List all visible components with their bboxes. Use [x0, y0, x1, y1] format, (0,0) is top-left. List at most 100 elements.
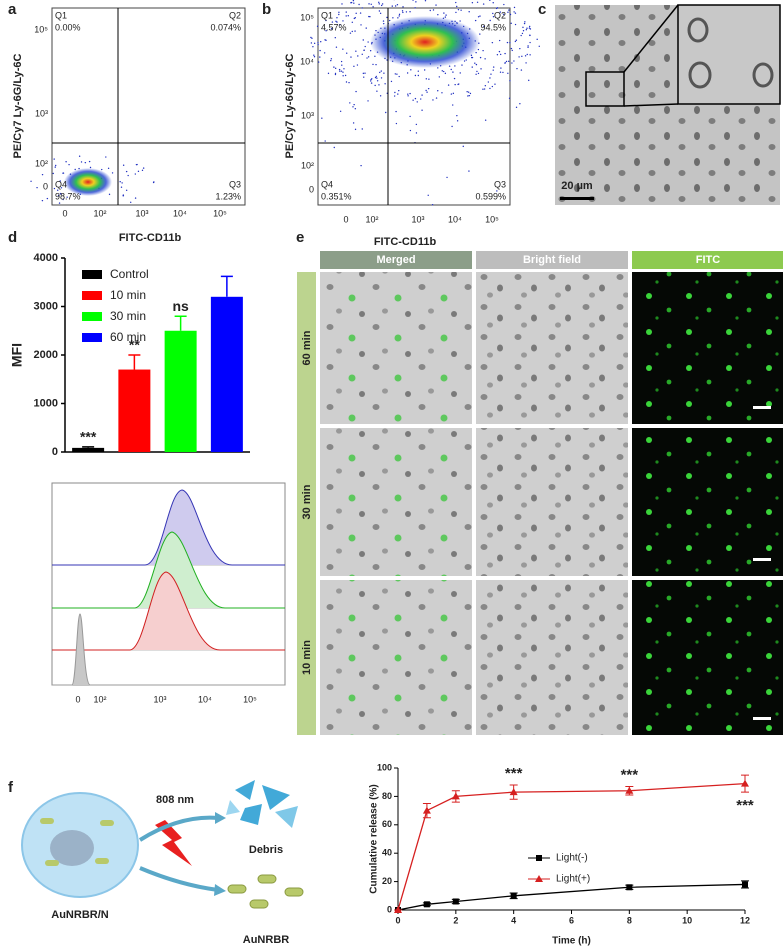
- quadrant-name: Q1: [55, 10, 67, 20]
- error-bar: [220, 275, 233, 297]
- event-dot: [459, 20, 461, 22]
- event-dot: [459, 72, 461, 74]
- event-dot: [370, 3, 372, 5]
- event-dot: [353, 65, 355, 68]
- event-dot: [511, 49, 513, 52]
- event-dot: [394, 91, 396, 94]
- event-dot: [364, 72, 366, 74]
- event-dot: [360, 24, 362, 26]
- event-dot: [416, 101, 418, 103]
- event-dot: [401, 10, 404, 12]
- event-dot: [432, 9, 435, 11]
- event-dot: [426, 91, 428, 93]
- event-dot: [355, 12, 357, 15]
- legend-label: 10 min: [110, 288, 146, 302]
- event-dot: [127, 174, 129, 177]
- event-dot: [349, 102, 351, 104]
- event-dot: [62, 198, 64, 201]
- scale-bar: [753, 406, 771, 409]
- event-dot: [415, 132, 418, 134]
- event-dot: [375, 63, 377, 66]
- event-dot: [351, 30, 353, 33]
- event-dot: [56, 189, 59, 191]
- event-dot: [514, 23, 517, 26]
- event-dot: [456, 120, 459, 122]
- event-dot: [498, 50, 501, 53]
- event-dot: [414, 97, 417, 100]
- event-dot: [435, 4, 437, 6]
- event-dot: [368, 3, 370, 5]
- x-tick-label: 10²: [365, 214, 378, 224]
- event-dot: [359, 12, 362, 14]
- event-dot: [467, 91, 470, 93]
- event-dot: [520, 34, 522, 37]
- y-tick-label: 20: [382, 876, 392, 886]
- event-dot: [468, 11, 470, 13]
- cell: [752, 62, 774, 88]
- event-dot: [455, 1, 457, 4]
- event-dot: [364, 45, 366, 48]
- event-dot: [347, 15, 349, 17]
- event-dot: [513, 11, 515, 13]
- arrow: [138, 815, 219, 842]
- event-dot: [361, 7, 363, 9]
- x-tick-label: 10³: [153, 694, 166, 704]
- histogram-curve: [52, 531, 285, 609]
- event-dot: [453, 77, 456, 80]
- event-dot: [330, 28, 333, 30]
- event-dot: [316, 25, 319, 28]
- x-tick-label: 10²: [93, 694, 106, 704]
- y-tick-label: 3000: [34, 300, 58, 312]
- event-dot: [335, 46, 338, 48]
- event-dot: [455, 11, 457, 14]
- event-dot: [378, 1, 380, 4]
- event-dot: [435, 97, 438, 99]
- event-dot: [30, 180, 32, 182]
- event-dot: [66, 196, 68, 198]
- event-dot: [407, 95, 409, 97]
- event-dot: [471, 1, 474, 4]
- event-dot: [310, 42, 313, 44]
- event-dot: [141, 169, 144, 172]
- event-dot: [394, 73, 397, 75]
- event-dot: [503, 3, 505, 6]
- event-dot: [378, 84, 380, 86]
- event-dot: [396, 4, 399, 6]
- event-dot: [325, 19, 327, 22]
- quadrant-percent: 98.7%: [55, 191, 81, 201]
- event-dot: [499, 11, 502, 13]
- event-dot: [494, 83, 496, 85]
- event-dot: [424, 0, 427, 2]
- event-dot: [353, 17, 356, 20]
- event-dot: [121, 182, 123, 184]
- y-axis-label: PE/Cy7 Ly-6G/Ly-6C: [284, 53, 296, 158]
- event-dot: [525, 29, 528, 31]
- event-dot: [510, 47, 513, 50]
- event-dot: [349, 32, 352, 34]
- event-dot: [519, 47, 521, 50]
- marker: [625, 786, 634, 794]
- event-dot: [504, 52, 506, 55]
- row-header-label: 30 min: [301, 484, 313, 519]
- x-tick-label: 10³: [411, 214, 424, 224]
- event-dot: [499, 71, 502, 73]
- event-dot: [341, 64, 343, 66]
- event-dot: [342, 48, 344, 50]
- event-dot: [452, 71, 454, 73]
- x-tick-label: 0: [62, 208, 67, 218]
- y-tick-label: 0: [43, 181, 48, 191]
- quadrant-name: Q1: [321, 10, 333, 20]
- event-dot: [74, 168, 76, 171]
- event-dot: [352, 122, 355, 124]
- event-dot: [421, 109, 423, 111]
- event-dot: [107, 167, 110, 170]
- event-dot: [475, 63, 478, 66]
- event-dot: [491, 85, 494, 88]
- event-dot: [325, 39, 327, 42]
- event-dot: [325, 30, 327, 32]
- event-dot: [417, 70, 419, 72]
- event-dot: [108, 193, 111, 196]
- event-dot: [514, 12, 517, 14]
- event-dot: [78, 155, 81, 157]
